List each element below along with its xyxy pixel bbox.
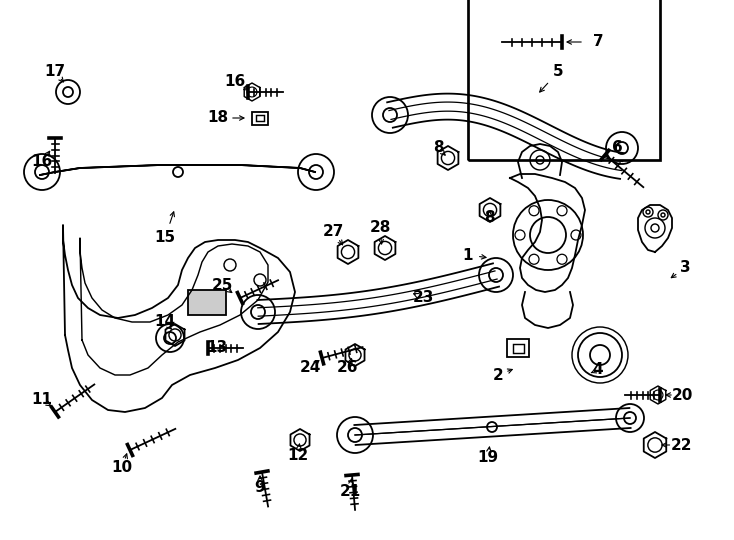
Text: 18: 18: [208, 111, 228, 125]
Text: 15: 15: [154, 231, 175, 246]
Text: 23: 23: [413, 291, 434, 306]
Bar: [252, 111, 268, 125]
Text: 7: 7: [592, 35, 603, 50]
Bar: [512, 343, 523, 353]
Text: 25: 25: [211, 278, 233, 293]
Text: 28: 28: [369, 220, 390, 235]
Bar: [507, 339, 529, 357]
Text: 22: 22: [672, 437, 693, 453]
Bar: [188, 290, 226, 315]
Text: 11: 11: [32, 393, 53, 408]
Text: 12: 12: [288, 448, 308, 462]
Text: 16: 16: [32, 154, 53, 170]
Text: 2: 2: [493, 368, 504, 382]
Text: 8: 8: [432, 140, 443, 156]
Text: 1: 1: [462, 247, 473, 262]
Text: 6: 6: [611, 140, 622, 156]
Text: 16: 16: [225, 75, 246, 90]
Text: 21: 21: [339, 484, 360, 500]
Bar: [256, 115, 264, 122]
Text: 27: 27: [322, 225, 344, 240]
Text: 13: 13: [206, 341, 228, 355]
Text: 17: 17: [45, 64, 65, 79]
Text: 9: 9: [255, 481, 265, 496]
Text: 24: 24: [299, 361, 321, 375]
Text: 10: 10: [112, 461, 133, 476]
Text: 5: 5: [553, 64, 563, 79]
Text: 4: 4: [592, 362, 603, 377]
Text: 3: 3: [680, 260, 690, 275]
Text: 26: 26: [337, 361, 359, 375]
Text: 19: 19: [477, 450, 498, 465]
Text: 14: 14: [154, 314, 175, 329]
Text: 20: 20: [672, 388, 693, 402]
Bar: [468, 0, 660, 160]
Text: 8: 8: [484, 211, 494, 226]
